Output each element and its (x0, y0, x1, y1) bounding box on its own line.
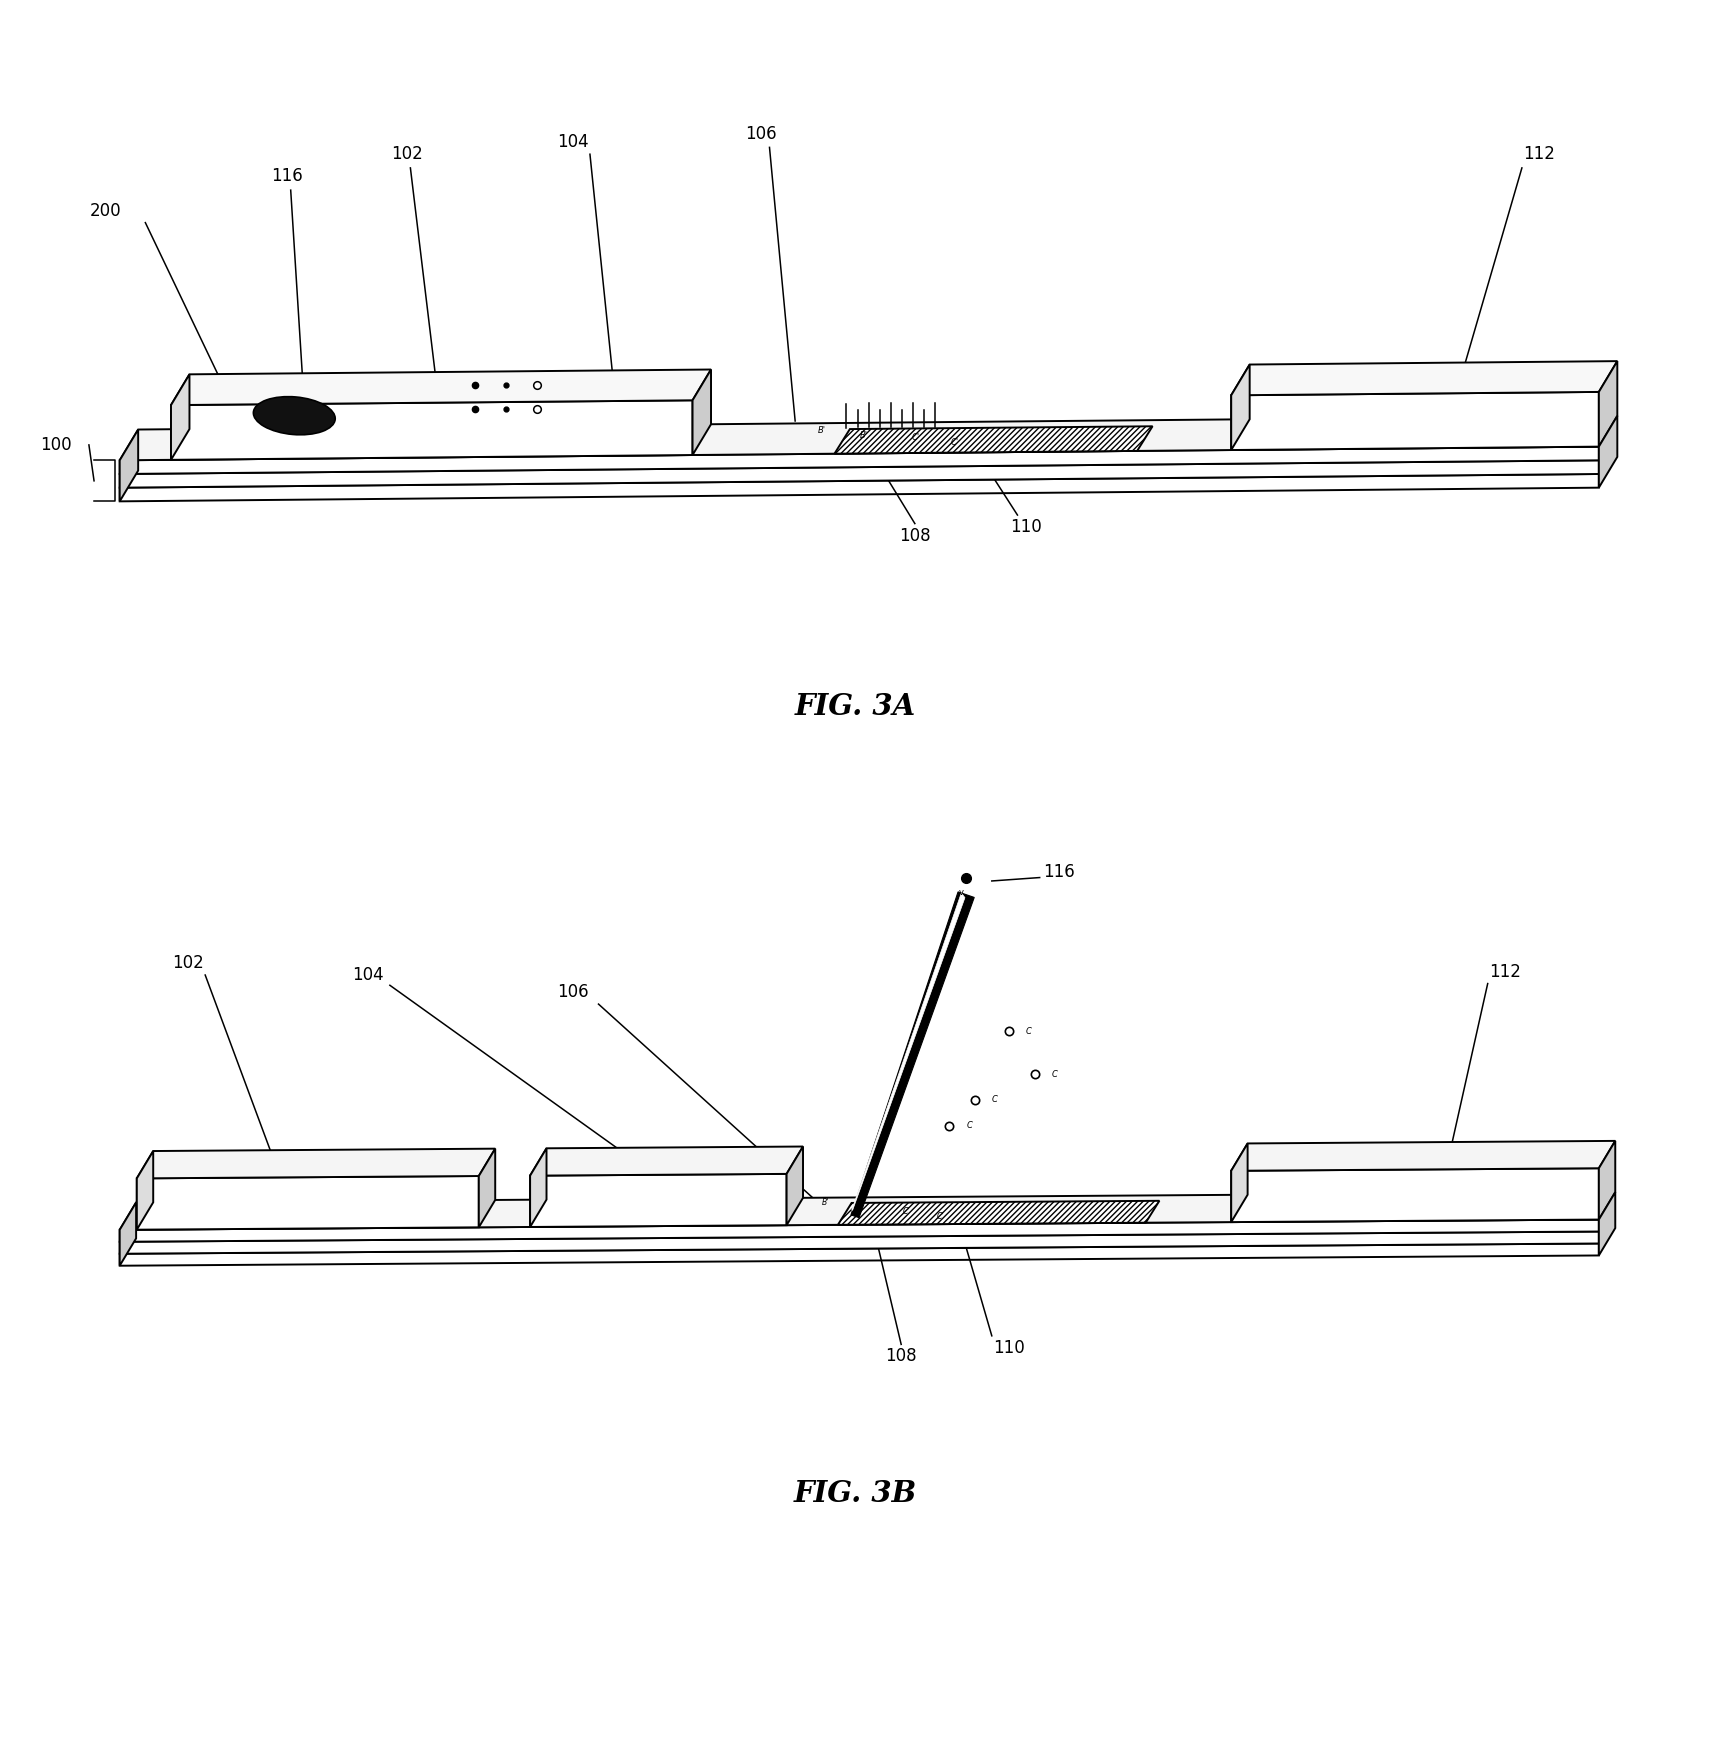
Text: C': C' (903, 1206, 910, 1217)
Polygon shape (1231, 1168, 1599, 1222)
Polygon shape (137, 1149, 496, 1178)
Polygon shape (120, 415, 1618, 461)
Polygon shape (1599, 1140, 1616, 1220)
Polygon shape (120, 474, 1599, 501)
Text: 116: 116 (272, 167, 303, 186)
Text: C: C (1026, 1027, 1031, 1036)
Text: A': A' (450, 381, 458, 389)
Text: C: C (992, 1095, 997, 1104)
Polygon shape (693, 370, 711, 455)
Text: 200: 200 (91, 202, 121, 219)
Text: B': B' (860, 431, 869, 440)
Polygon shape (137, 1177, 479, 1231)
Polygon shape (479, 1149, 496, 1227)
Text: 116: 116 (1043, 864, 1076, 881)
Text: FIG. 3B: FIG. 3B (793, 1479, 917, 1507)
Polygon shape (120, 429, 139, 501)
Text: 106: 106 (557, 984, 588, 1001)
Polygon shape (171, 400, 693, 461)
Polygon shape (852, 892, 975, 1218)
Text: C': C' (911, 433, 920, 441)
Polygon shape (137, 1151, 154, 1231)
Text: 110: 110 (994, 1338, 1024, 1357)
Text: 112: 112 (1524, 146, 1554, 163)
Text: 104: 104 (352, 966, 383, 984)
Text: C: C (487, 403, 492, 412)
Polygon shape (1599, 1192, 1616, 1255)
Polygon shape (171, 374, 190, 461)
Polygon shape (1231, 362, 1618, 395)
Text: 106: 106 (746, 125, 776, 143)
Polygon shape (838, 1201, 1159, 1225)
Text: v: v (959, 888, 963, 897)
Polygon shape (120, 1243, 1599, 1265)
Text: C: C (487, 379, 492, 388)
Text: A': A' (450, 405, 458, 414)
Polygon shape (120, 447, 1599, 474)
Polygon shape (120, 1220, 1599, 1241)
Polygon shape (1231, 1144, 1248, 1222)
Text: FIG. 3A: FIG. 3A (795, 692, 915, 721)
Text: 112: 112 (1489, 963, 1520, 980)
Text: 100: 100 (41, 436, 72, 454)
Polygon shape (530, 1149, 547, 1227)
Polygon shape (1599, 362, 1618, 447)
Text: C: C (966, 1121, 971, 1130)
Polygon shape (1599, 415, 1618, 488)
Polygon shape (852, 893, 964, 1210)
Polygon shape (1231, 365, 1250, 450)
Text: B': B' (817, 426, 826, 434)
Polygon shape (530, 1147, 804, 1175)
Text: 108: 108 (899, 527, 930, 544)
Polygon shape (834, 426, 1153, 454)
Polygon shape (1231, 1140, 1616, 1171)
Text: C': C' (937, 1211, 944, 1222)
Polygon shape (120, 1232, 1599, 1253)
Text: 104: 104 (557, 134, 588, 151)
Text: B': B' (823, 1199, 829, 1208)
Text: C: C (1052, 1069, 1057, 1079)
Polygon shape (120, 461, 1599, 488)
Polygon shape (120, 1203, 137, 1265)
Text: 102: 102 (392, 146, 422, 163)
Text: 108: 108 (886, 1347, 917, 1366)
Text: 110: 110 (1011, 518, 1041, 535)
Polygon shape (787, 1147, 804, 1225)
Polygon shape (1231, 391, 1599, 450)
Polygon shape (171, 370, 711, 405)
Ellipse shape (253, 396, 335, 434)
Polygon shape (120, 1192, 1616, 1231)
Text: C': C' (951, 438, 959, 447)
Text: 102: 102 (173, 954, 203, 972)
Polygon shape (530, 1173, 787, 1227)
